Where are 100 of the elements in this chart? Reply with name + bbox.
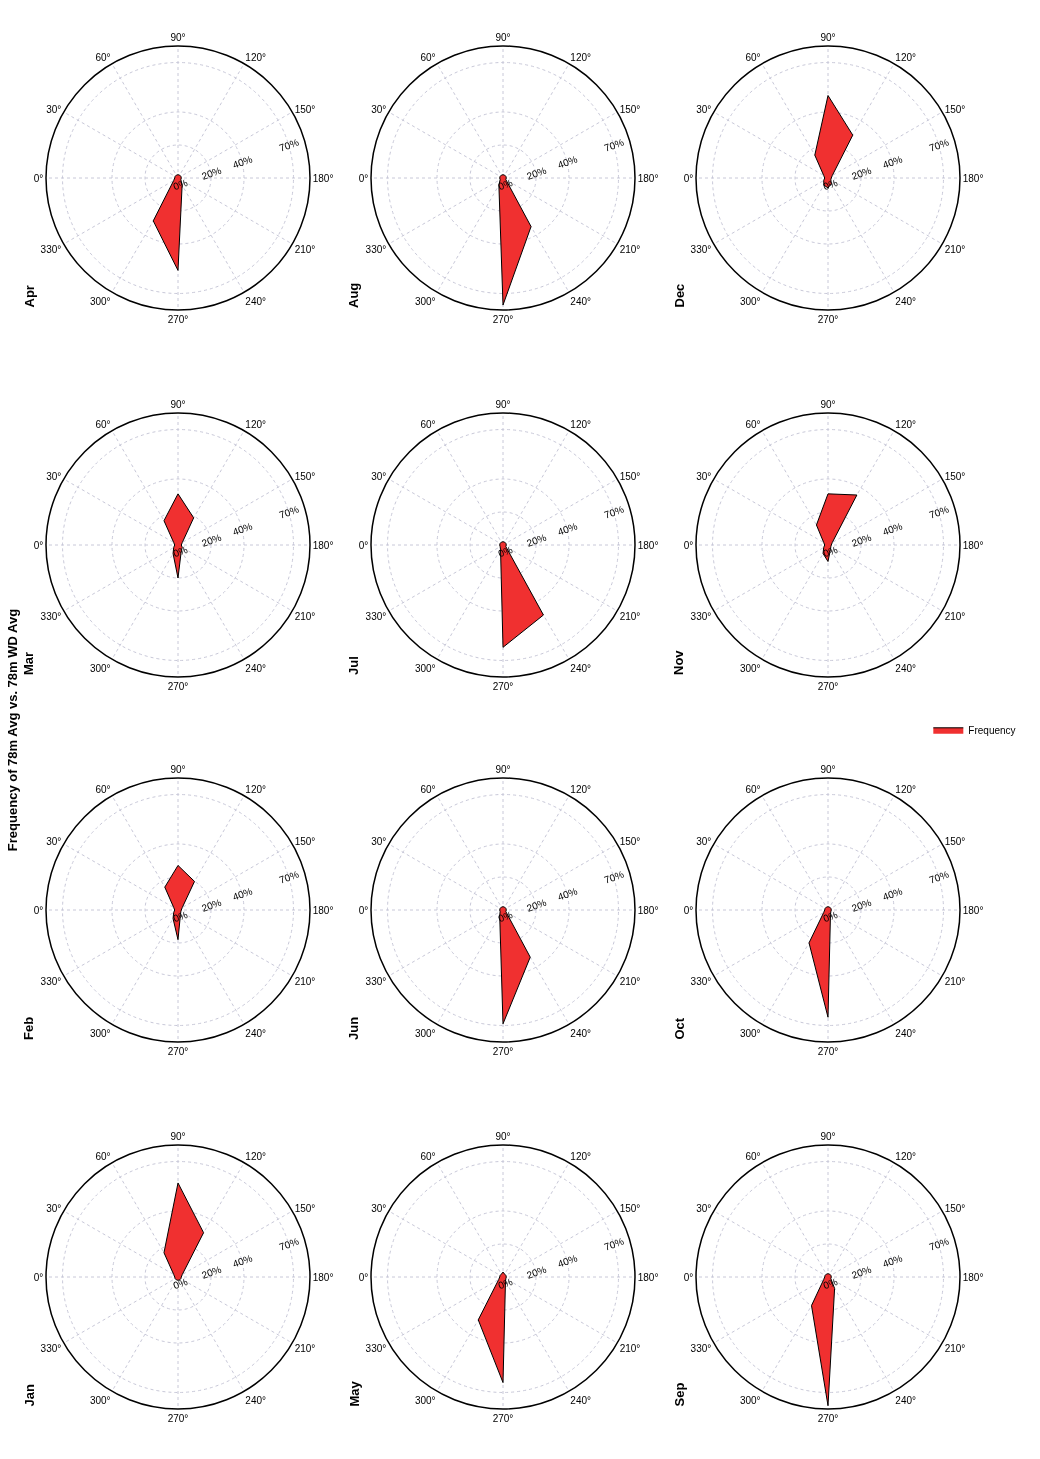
spoke-label: 0° [33,904,44,916]
spoke-label: 330° [690,1343,712,1355]
spoke-label: 180° [312,172,334,184]
spoke-label: 0° [33,172,44,184]
text: Jun [346,1016,361,1040]
y-tick-label: 0% [821,543,840,560]
y-tick-label: 40% [881,885,904,903]
y-tick-label: 20% [525,896,548,914]
y-tick-label: 0% [821,908,840,925]
spoke-label: 0° [358,539,369,551]
spoke-label: 150° [944,470,966,482]
legend-label: Frequency [968,724,1016,736]
y-tick-label: 40% [556,885,579,903]
spoke-label: 300° [739,663,761,675]
spoke-label: 330° [365,976,387,988]
y-tick-label: 70% [602,503,626,521]
spoke-label: 210° [619,976,641,988]
y-tick-label: 70% [927,1235,951,1253]
text: Mar [21,651,36,675]
spoke-label: 210° [294,611,316,623]
spoke-label: 240° [245,1028,267,1040]
spoke-label: 330° [690,976,712,988]
spoke-label: 90° [820,1131,836,1143]
spoke-label: 30° [371,470,387,482]
spoke-label: 120° [245,419,267,431]
text: Nov [671,649,686,675]
spoke-label: 30° [371,103,387,115]
spoke-label: 150° [294,470,316,482]
y-tick-label: 0% [496,176,515,193]
spoke-label: 270° [817,313,839,325]
text: Jan [21,1384,37,1407]
spoke-label: 60° [745,419,761,431]
spoke-label: 120° [245,52,267,64]
spoke-label: 240° [895,663,917,675]
y-tick-label: 0% [821,1275,840,1292]
spoke-label: 210° [619,244,641,256]
spoke-label: 120° [570,52,592,64]
spoke-label: 120° [895,52,917,64]
spoke-label: 60° [95,784,111,796]
spoke-label: 300° [414,1395,436,1407]
spoke-label: 180° [962,172,984,184]
spoke-label: 60° [420,1151,436,1163]
spoke-label: 90° [170,399,186,411]
y-tick-label: 20% [200,531,223,549]
spoke-label: 90° [495,32,511,44]
spoke-label: 180° [312,1271,334,1283]
spoke-label: 120° [895,784,917,796]
y-tick-label: 70% [602,136,626,154]
y-tick-label: 40% [881,1252,904,1270]
spoke-label: 240° [895,296,917,308]
spoke-label: 210° [944,1343,966,1355]
spoke-label: 150° [294,103,316,115]
y-tick-label: 70% [277,136,301,154]
spoke-label: 90° [495,399,511,411]
spoke-label: 60° [745,784,761,796]
spoke-label: 150° [619,103,641,115]
spoke-label: 30° [696,835,712,847]
spoke-label: 0° [683,904,694,916]
spoke-label: 300° [89,1395,111,1407]
spoke-label: 270° [167,680,189,692]
y-tick-label: 70% [602,868,626,886]
spoke-label: 300° [414,296,436,308]
y-tick-label: 0% [496,543,515,560]
spoke-label: 180° [312,539,334,551]
spoke-label: 240° [245,296,267,308]
spoke-label: 150° [944,1202,966,1214]
spoke-label: 150° [944,103,966,115]
spoke-label: 330° [40,1343,62,1355]
spoke-label: 240° [245,1395,267,1407]
spoke-label: 30° [46,470,62,482]
text: Apr [21,285,37,308]
spoke-label: 30° [46,1202,62,1214]
spoke-label: 120° [245,1151,267,1163]
spoke-label: 0° [358,904,369,916]
y-tick-label: 20% [850,164,873,182]
text: Aug [346,282,361,308]
y-tick-label: 70% [927,136,951,154]
y-tick-label: 40% [556,153,579,171]
spoke-label: 120° [245,784,267,796]
y-tick-label: 40% [556,520,579,538]
spoke-label: 300° [89,1028,111,1040]
y-tick-label: 40% [231,153,254,171]
spoke-label: 180° [637,172,659,184]
y-tick-label: 40% [231,520,254,538]
y-tick-label: 70% [927,503,951,521]
spoke-label: 90° [170,764,186,776]
spoke-label: 180° [962,904,984,916]
spoke-label: 0° [358,1271,369,1283]
spoke-label: 210° [944,244,966,256]
spoke-label: 270° [492,313,514,325]
spoke-label: 300° [739,1395,761,1407]
y-tick-label: 70% [277,503,301,521]
y-tick-label: 20% [850,531,873,549]
spoke-label: 330° [365,244,387,256]
spoke-label: 270° [167,313,189,325]
text: Sep [671,1382,687,1407]
spoke-label: 240° [895,1395,917,1407]
spoke-label: 330° [690,244,712,256]
spoke-label: 60° [420,419,436,431]
spoke-label: 300° [89,663,111,675]
